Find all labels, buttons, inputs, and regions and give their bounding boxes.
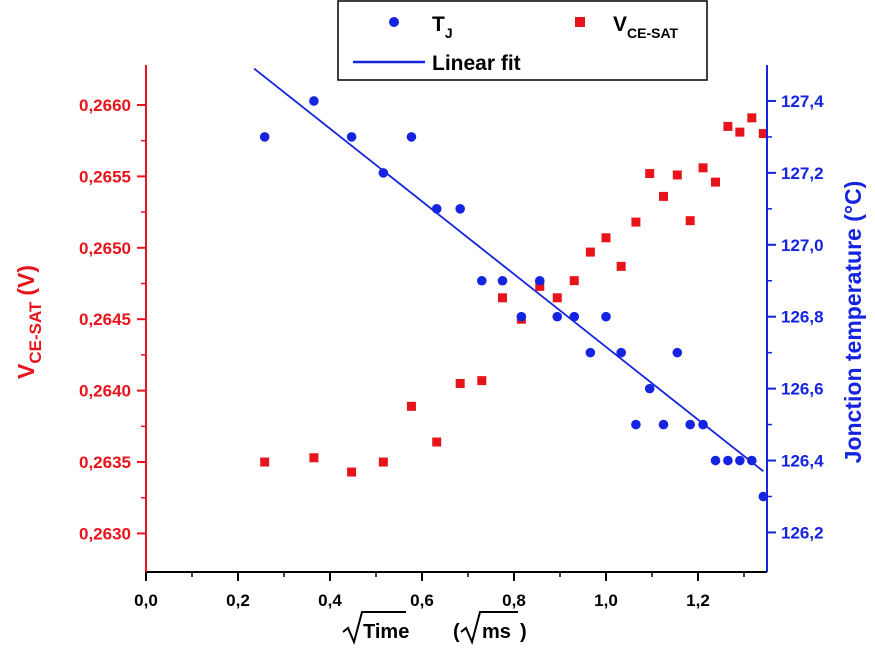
y-right-tick-label: 127,2 [781,164,824,183]
tj-point [723,455,733,466]
vce-sat-point [710,177,720,187]
vce-sat-point [406,401,416,411]
tj-point [431,204,442,214]
legend: TJ VCE-SAT Linear fit [337,0,708,81]
vce-sat-point [260,457,270,467]
tj-point [516,311,527,322]
tj-point [259,132,270,142]
vce-sat-point [477,376,487,386]
vce-sat-point [569,276,579,286]
tj-point [552,311,563,322]
legend-vce-label: VCE-SAT [613,13,679,41]
y-right-tick-label: 126,8 [781,308,824,327]
y-left-tick-label: 0,2655 [79,167,131,186]
vce-sat-point [698,163,708,173]
y-right-axis-title: Jonction temperature (°C) [840,181,866,464]
y-left-tick-label: 0,2635 [79,453,131,472]
tj-point [644,383,655,394]
vce-sat-point [432,437,442,447]
vce-sat-point [347,467,357,477]
vce-sat-point [552,293,562,303]
x-paren-open: ( [453,621,460,643]
x-sqrt-sign [342,611,406,646]
tj-point [406,132,417,142]
legend-tj-label: TJ [432,13,453,41]
vce-sat-point [758,129,768,139]
legend-tj-marker [389,17,399,27]
y-left-tick-label: 0,2650 [79,239,131,258]
tj-point [346,132,357,142]
tj-point [569,311,580,322]
vce-sat-point [455,378,465,388]
vce-sat-point [672,170,682,180]
x-tick-label: 0,0 [134,591,158,610]
x-tick-label: 1,2 [686,591,710,610]
y-left-tick-label: 0,2640 [79,382,131,401]
vce-sat-point [585,247,595,257]
tj-point [309,96,319,106]
tj-point [758,491,769,502]
y-right-tick-label: 126,4 [781,452,824,471]
vce-sat-point [747,113,757,123]
tj-point [585,347,596,358]
tj-point [534,275,545,286]
x-axis-label-unit: ms [482,621,511,643]
tj-point [698,419,708,430]
tj-point [601,311,611,322]
vce-sat-point [601,233,611,243]
vce-sat-point [535,281,545,291]
axes: 0,0 0,2 0,4 0,6 0,8 1,0 1,2 0,2630 0,2635 0,2640 0… [79,65,824,610]
tj-point [685,419,695,430]
y-left-tick-label: 0,2660 [79,96,131,115]
y-left-tick-label: 0,2630 [79,524,131,543]
tj-point [455,204,465,214]
tj-point [710,455,721,466]
y-left-axis-title: VCE-SAT(V) [13,265,45,379]
vce-sat-point [659,191,668,201]
x-tick-label: 0,4 [318,591,342,610]
tj-point [631,419,641,430]
vce-sat-point [498,293,507,303]
tj-point [747,455,757,466]
vce-sat-point [723,121,733,131]
y-right-tick-label: 127,0 [781,236,824,255]
linear-fit-line [253,67,764,473]
x-paren-close: ) [520,621,527,643]
y-right-tick-label: 126,6 [781,380,824,399]
plot-area [253,67,769,502]
x-axis-title: Time ( ms ) [342,611,527,646]
legend-box [337,0,708,81]
x-tick-label: 1,0 [594,591,618,610]
tj-point [658,419,669,430]
x-tick-label: 0,8 [502,591,526,610]
vce-sat-point [378,457,388,467]
vce-sat-point [685,216,695,226]
legend-fit-label: Linear fit [432,52,521,75]
tj-point [616,347,626,358]
tj-point [672,347,683,358]
legend-vce-marker [575,17,585,27]
tj-point [378,168,389,178]
vce-sat-point [631,217,641,227]
y-left-tick-label: 0,2645 [79,310,131,329]
x-axis-label-main: Time [363,621,409,643]
x-unit-sqrt-sign [460,611,518,646]
tj-point [477,275,487,286]
y-right-tick-label: 127,4 [781,92,824,111]
tj-point [497,275,508,286]
vce-sat-point [616,261,626,271]
x-tick-label: 0,6 [410,591,434,610]
vce-sat-point [645,169,655,179]
vce-sat-point [309,453,319,463]
x-tick-label: 0,2 [226,591,250,610]
y-right-tick-label: 126,2 [781,523,824,542]
tj-point [735,455,745,466]
vce-sat-point [735,127,745,137]
